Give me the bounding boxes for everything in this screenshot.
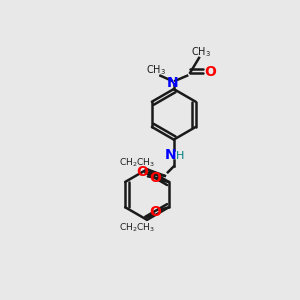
Text: H: H: [176, 151, 184, 161]
Text: O: O: [150, 171, 161, 185]
Text: N: N: [164, 148, 176, 162]
Text: O: O: [204, 65, 216, 79]
Text: CH$_3$: CH$_3$: [146, 63, 166, 77]
Text: CH$_3$: CH$_3$: [190, 45, 211, 59]
Text: O: O: [136, 165, 148, 179]
Text: N: N: [167, 76, 178, 89]
Text: O: O: [150, 205, 161, 219]
Text: CH$_2$CH$_3$: CH$_2$CH$_3$: [119, 222, 155, 234]
Text: CH$_2$CH$_3$: CH$_2$CH$_3$: [119, 156, 155, 169]
